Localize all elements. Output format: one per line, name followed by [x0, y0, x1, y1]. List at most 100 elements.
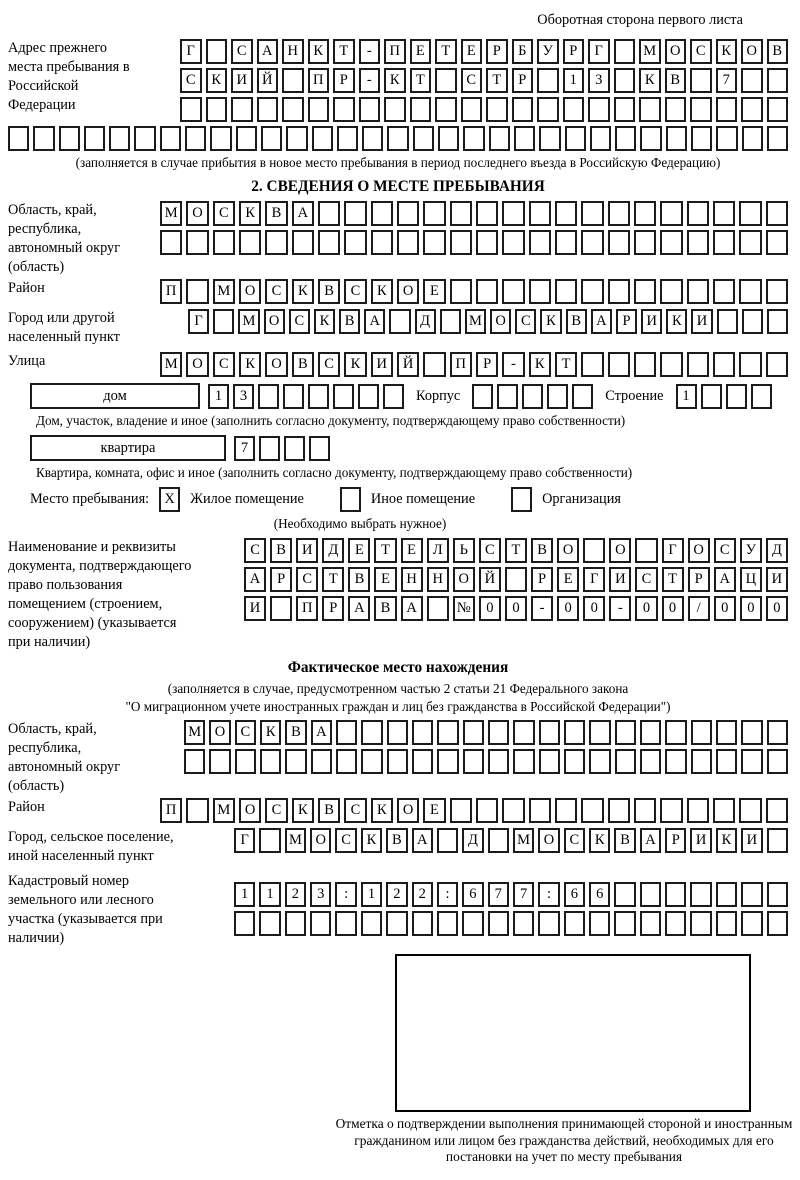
char-cell [741, 68, 763, 93]
char-cell [686, 230, 709, 255]
char-cell: Т [435, 39, 457, 64]
char-cell [411, 749, 434, 774]
char-cell: А [310, 720, 332, 745]
char-cell [741, 911, 763, 936]
char-cell [462, 720, 484, 745]
char-cell: 0 [583, 596, 606, 621]
char-cell: С [563, 828, 586, 853]
char-cell [159, 126, 182, 151]
char-cell: С [335, 828, 357, 853]
char-cell: А [256, 39, 278, 64]
char-grid-row [8, 126, 789, 151]
stay-checkbox-zhiloe: X [159, 487, 181, 512]
char-cell: 0 [661, 596, 684, 621]
char-cell: К [639, 68, 661, 93]
char-cell [537, 68, 559, 93]
char-cell [589, 749, 611, 774]
char-cell [386, 720, 408, 745]
char-cell [358, 97, 380, 122]
char-cell: В [317, 279, 341, 304]
actual-region-label: Область, край, республика, автономный ок… [8, 721, 121, 794]
char-cell: 3 [233, 383, 254, 409]
char-cell: Е [348, 538, 371, 563]
char-cell: И [765, 567, 788, 592]
char-cell [487, 749, 510, 774]
char-cell [739, 230, 762, 255]
char-cell [686, 201, 709, 226]
char-cell: К [360, 828, 383, 853]
char-cell [396, 230, 420, 255]
char-cell [512, 911, 535, 936]
stay-checkbox-org [511, 487, 533, 512]
char-cell [665, 126, 688, 151]
char-cell: В [374, 596, 397, 621]
char-cell: К [540, 309, 562, 334]
char-cell [766, 749, 788, 774]
char-cell [511, 97, 533, 122]
char-cell [282, 68, 304, 93]
char-cell: М [284, 828, 307, 853]
char-cell: К [344, 352, 367, 377]
char-cell: О [741, 39, 763, 64]
char-cell [234, 911, 256, 936]
char-cell [547, 383, 569, 409]
char-cell [765, 279, 788, 304]
char-cell: 1 [360, 882, 383, 907]
char-cell: 6 [462, 882, 484, 907]
char-cell: С [234, 720, 256, 745]
stay-label: Место пребывания: [30, 491, 150, 507]
char-grid-row: 7 [234, 435, 330, 461]
apartment-box-label: квартира [30, 435, 226, 461]
char-cell [449, 201, 472, 226]
char-cell: О [186, 352, 209, 377]
char-cell [528, 201, 551, 226]
char-cell [284, 911, 307, 936]
char-cell [614, 911, 636, 936]
char-cell [396, 201, 420, 226]
char-cell: Р [615, 309, 638, 334]
char-cell [449, 798, 472, 823]
region-label: Область, край, республика, автономный ок… [8, 202, 121, 275]
char-cell: А [713, 567, 736, 592]
char-cell: 7 [715, 68, 737, 93]
char-cell [426, 596, 449, 621]
house-box-label: дом [30, 383, 200, 409]
char-cell [715, 882, 738, 907]
char-cell [766, 911, 788, 936]
char-cell [664, 97, 686, 122]
char-cell: А [244, 567, 267, 592]
char-cell [282, 97, 304, 122]
char-cell [238, 230, 262, 255]
char-cell [633, 230, 657, 255]
char-cell: 0 [557, 596, 580, 621]
char-cell [633, 201, 657, 226]
char-cell: М [639, 39, 661, 64]
char-cell [766, 126, 789, 151]
char-cell [423, 201, 446, 226]
char-cell [562, 97, 584, 122]
char-cell [8, 126, 30, 151]
char-cell [412, 126, 435, 151]
cadastral-label: Кадастровый номер земельного или лесного… [8, 873, 163, 946]
char-cell: В [386, 828, 408, 853]
char-cell: Н [400, 567, 423, 592]
char-cell [660, 798, 683, 823]
char-cell [639, 97, 661, 122]
char-cell: Д [462, 828, 484, 853]
char-cell: П [296, 596, 319, 621]
char-cell: С [317, 352, 341, 377]
char-cell [462, 749, 484, 774]
char-cell [362, 126, 384, 151]
char-cell [712, 230, 736, 255]
char-cell [134, 126, 156, 151]
char-cell [528, 230, 551, 255]
char-cell [690, 68, 712, 93]
stay-option-label: Организация [542, 491, 621, 507]
char-cell [260, 126, 283, 151]
char-cell [317, 201, 341, 226]
